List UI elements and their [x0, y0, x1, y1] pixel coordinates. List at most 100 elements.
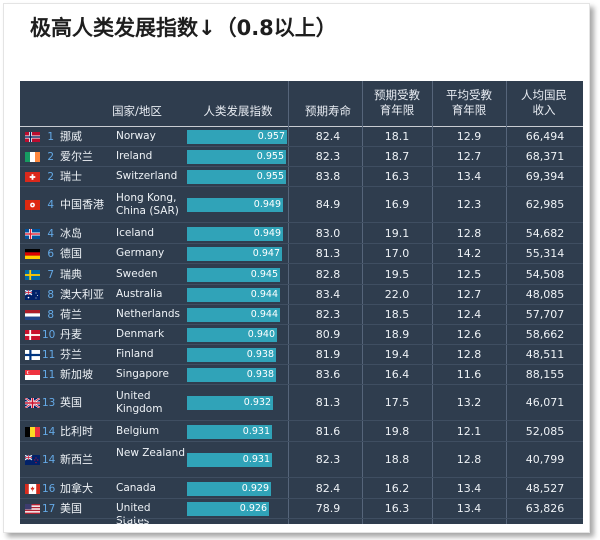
rank-number: 1: [47, 131, 54, 143]
row-separator: [20, 324, 583, 325]
hdi-bar: 0.944: [187, 288, 280, 302]
country-name-english: Germany: [116, 247, 165, 259]
life-expectancy-value: 81.9: [315, 348, 341, 361]
table-row: 13 英国 United Kingdom 0.932 81.3 17.5 13.2 46,07…: [20, 385, 583, 421]
table-row: 10 丹麦 Denmark 0.940 80.9 18.9 12.6 58,662: [20, 325, 583, 345]
country-name-chinese: 丹麦: [60, 328, 82, 341]
header-mean-schooling: 平均受教 育年限: [434, 88, 504, 118]
rank-number: 17: [42, 503, 56, 515]
country-name-chinese: 英国: [60, 396, 82, 409]
hongkong-flag-icon: [25, 200, 40, 210]
hdi-value-label: 0.931: [242, 454, 270, 465]
netherlands-flag-icon: [25, 310, 40, 320]
country-name-english: Netherlands: [116, 308, 181, 320]
country-name-english: Canada: [116, 481, 156, 494]
life-expectancy-value: 83.6: [315, 368, 341, 381]
gni-value: 54,682: [525, 226, 565, 240]
expected-schooling-value: 16.2: [384, 481, 410, 495]
row-separator: [20, 304, 583, 305]
mean-schooling-value: 12.7: [456, 288, 482, 301]
gni-value: 88,155: [525, 368, 565, 381]
expected-schooling-value: 16.9: [384, 198, 410, 211]
life-expectancy-value: 82.8: [315, 267, 341, 281]
row-separator: [20, 518, 583, 519]
hdi-value-label: 0.945: [250, 268, 278, 280]
expected-schooling-value: 18.7: [384, 150, 410, 163]
header-expected-schooling-line2: 育年限: [379, 103, 415, 117]
hdi-bar: 0.955: [187, 170, 286, 184]
mean-schooling-value: 13.4: [456, 502, 482, 515]
country-name-chinese: 瑞典: [60, 267, 82, 281]
mean-schooling-value: 12.8: [456, 226, 482, 240]
life-expectancy-value: 83.4: [315, 288, 341, 301]
country-name-chinese: 冰岛: [60, 226, 82, 240]
hdi-value-label: 0.926: [239, 503, 267, 514]
canada-flag-icon: [25, 483, 40, 494]
hdi-bar: 0.929: [187, 481, 271, 496]
life-expectancy-value: 81.3: [315, 247, 341, 260]
table-row: 17 美国 United States 0.926 78.9 16.3 13.4 63,826: [20, 499, 583, 527]
rank-number: 7: [47, 268, 54, 281]
country-name-chinese: 芬兰: [60, 348, 82, 361]
country-name-chinese: 挪威: [60, 130, 82, 143]
country-name-chinese: 中国香港: [60, 198, 104, 211]
country-name-english: Australia: [116, 288, 163, 300]
gni-value: 55,314: [525, 247, 565, 260]
table-row: 11 芬兰 Finland 0.938 81.9 19.4 12.8 48,511: [20, 345, 583, 365]
gni-value: 69,394: [525, 170, 565, 183]
expected-schooling-value: 17.0: [384, 247, 410, 260]
table-header: 国家/地区 人类发展指数 预期寿命 预期受教 育年限 平均受教 育年限 人均国民…: [20, 81, 583, 127]
gni-value: 57,707: [525, 308, 565, 321]
country-name-chinese: 爱尔兰: [60, 150, 93, 163]
mean-schooling-value: 12.1: [456, 424, 482, 438]
country-name-english: Singapore: [116, 368, 169, 380]
hdi-bar: 0.932: [187, 396, 273, 410]
australia-flag-icon: [25, 290, 40, 300]
page-title: 极高人类发展指数↓（0.8以上）: [30, 16, 337, 40]
expected-schooling-value: 18.9: [384, 328, 410, 341]
switzerland-flag-icon: [25, 172, 40, 182]
mean-schooling-value: 13.4: [456, 170, 482, 183]
singapore-flag-icon: [25, 370, 40, 380]
gni-value: 62,985: [525, 198, 565, 211]
hdi-value-label: 0.931: [242, 425, 270, 437]
mean-schooling-value: 12.3: [456, 198, 482, 211]
mean-schooling-value: 12.8: [456, 453, 482, 466]
country-name-chinese: 美国: [60, 502, 82, 515]
mean-schooling-value: 12.4: [456, 308, 482, 321]
country-name-chinese: 加拿大: [60, 481, 93, 495]
country-name-chinese: 比利时: [60, 424, 93, 438]
denmark-flag-icon: [25, 330, 40, 340]
life-expectancy-value: 83.8: [315, 170, 341, 183]
life-expectancy-value: 80.9: [315, 328, 341, 341]
country-name-english: Denmark: [116, 328, 165, 340]
life-expectancy-value: 82.3: [315, 308, 341, 321]
country-name-chinese: 新加坡: [60, 368, 93, 381]
header-gni-line2: 收入: [532, 103, 556, 117]
gni-value: 66,494: [525, 130, 565, 143]
life-expectancy-value: 83.0: [315, 226, 341, 240]
mean-schooling-value: 12.7: [456, 150, 482, 163]
country-name-chinese: 荷兰: [60, 308, 82, 321]
country-name-english: United Kingdom: [116, 390, 163, 415]
table-row: 4 中国香港 Hong Kong, China (SAR) 0.949 84.9 16.9…: [20, 187, 583, 223]
table-row: 4 冰岛 Iceland 0.949 83.0 19.1 12.8 54,682: [20, 223, 583, 244]
row-separator: [20, 263, 583, 264]
header-gni: 人均国民 收入: [508, 88, 580, 118]
rank-number: 8: [47, 289, 54, 301]
country-name-english: Ireland: [116, 150, 153, 162]
table-row: 1 挪威 Norway 0.957 82.4 18.1 12.9 66,494: [20, 127, 583, 147]
header-hdi: 人类发展指数: [203, 104, 273, 118]
mean-schooling-value: 12.5: [456, 267, 482, 281]
mean-schooling-value: 12.6: [456, 328, 482, 341]
hdi-value-label: 0.955: [256, 171, 284, 182]
hdi-bar: 0.949: [187, 198, 283, 212]
country-name-english: Norway: [116, 130, 156, 142]
rank-number: 14: [42, 425, 56, 438]
country-name-english: United States: [116, 502, 151, 527]
expected-schooling-value: 18.8: [384, 453, 410, 466]
table-row: 6 德国 Germany 0.947 81.3 17.0 14.2 55,314: [20, 244, 583, 264]
hdi-bar: 0.931: [187, 424, 272, 439]
row-separator: [20, 498, 583, 499]
hdi-value-label: 0.944: [250, 289, 278, 300]
